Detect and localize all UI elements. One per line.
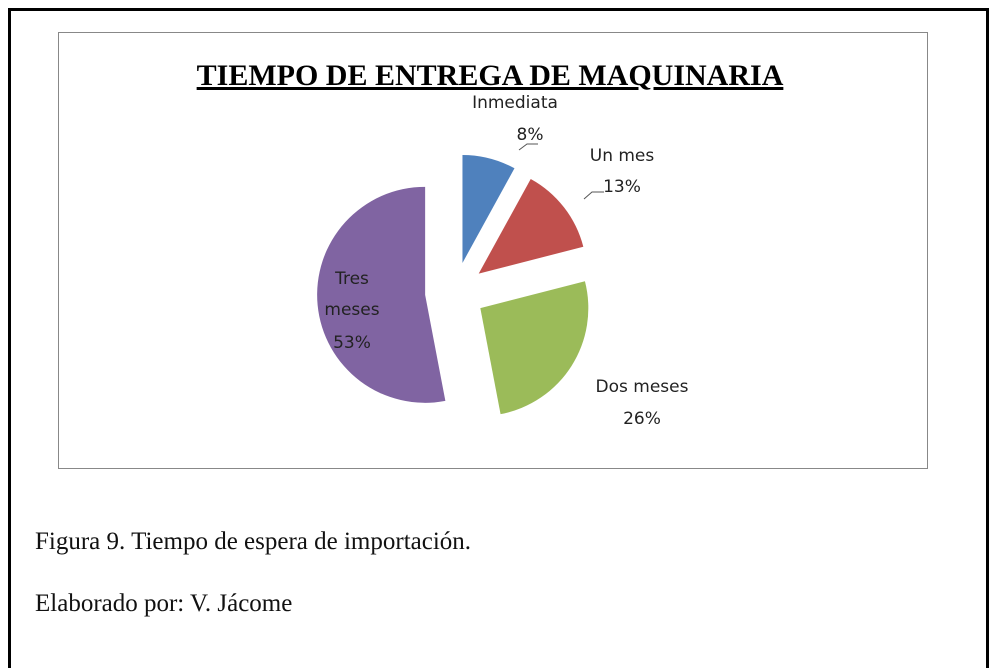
slice-label: Inmediata <box>472 93 558 113</box>
chart-area <box>58 32 928 469</box>
pie-slice <box>480 281 589 415</box>
slice-label: Dos meses <box>595 377 689 397</box>
pie-slice <box>317 186 446 403</box>
slice-label: Tres meses <box>324 269 380 320</box>
slice-label: Un mes <box>589 146 655 166</box>
caption: Figura 9. Tiempo de espera de importació… <box>35 528 472 555</box>
credit: Elaborado por: V. Jácome <box>35 590 293 617</box>
page-frame <box>8 8 989 668</box>
value-label: 26% <box>623 409 661 429</box>
value-label: 53% <box>333 333 371 353</box>
pie-slice <box>478 178 584 274</box>
value-label: 13% <box>603 177 641 197</box>
leader-line <box>518 143 538 151</box>
leader-line <box>583 191 604 200</box>
value-label: 8% <box>516 125 544 145</box>
pie-slice <box>462 154 515 263</box>
chart-title: TIEMPO DE ENTREGA DE MAQUINARIA <box>197 59 784 92</box>
